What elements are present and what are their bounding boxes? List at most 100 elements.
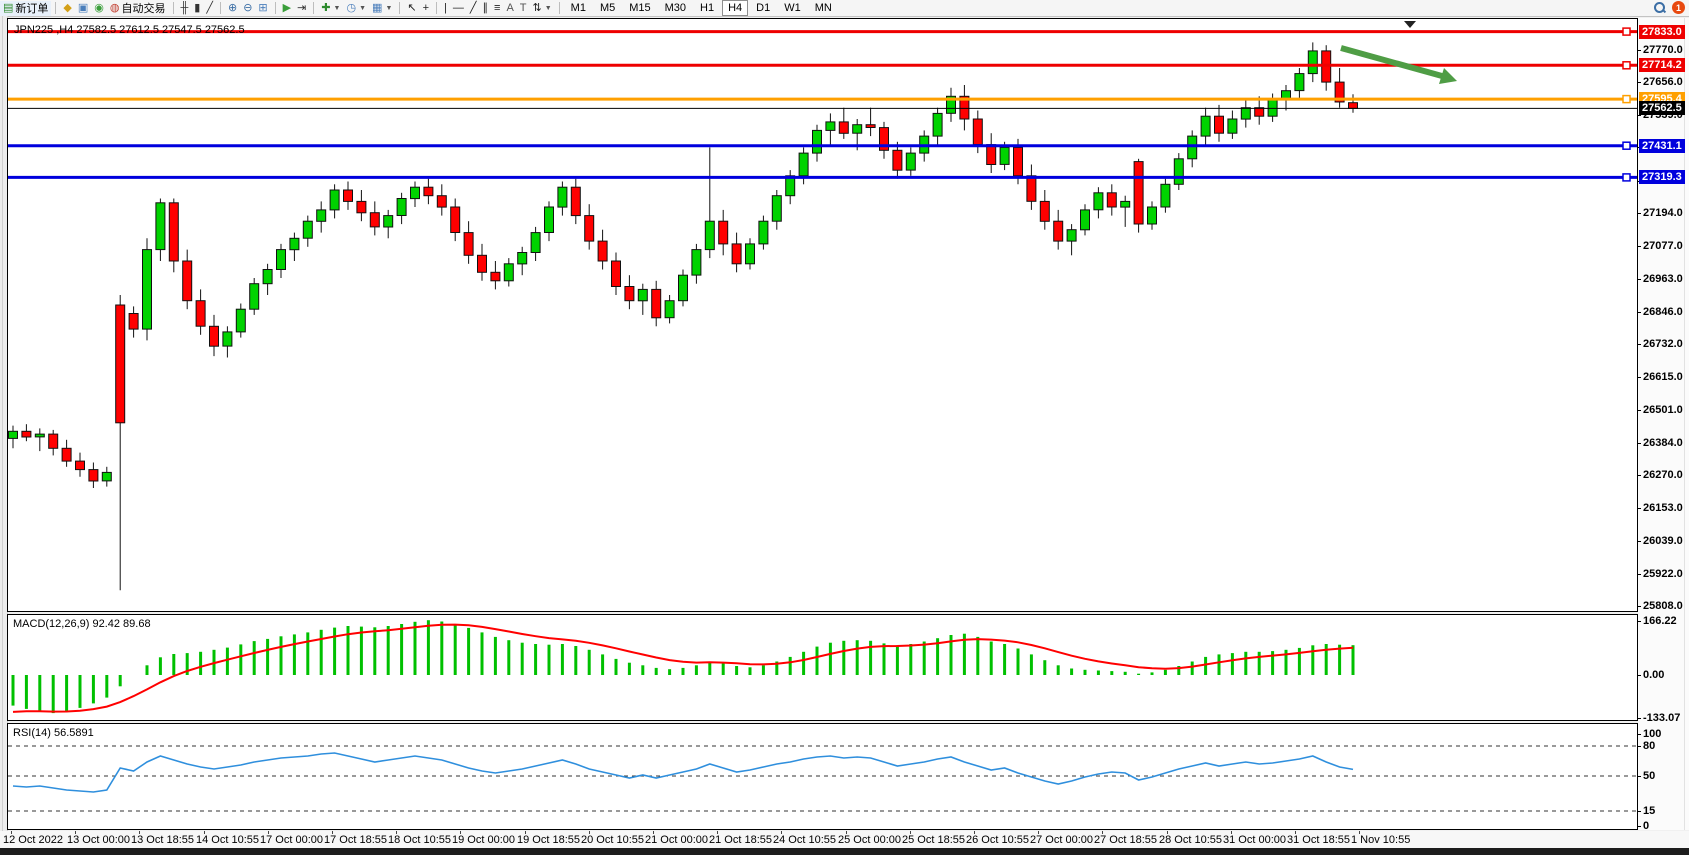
rsi-chart[interactable]: RSI(14) 56.5891 <box>8 724 1637 829</box>
text-button[interactable]: A <box>503 1 516 16</box>
time-tickmark <box>204 831 205 834</box>
time-tick-label: 13 Oct 18:55 <box>131 834 194 846</box>
price-chart-panel[interactable]: JPN225 ,H4 27582.5 27612.5 27547.5 27562… <box>7 18 1638 612</box>
timeframe-button-mn[interactable]: MN <box>814 2 832 14</box>
timeframe-button-h1[interactable]: H1 <box>700 2 715 14</box>
zoom-out-icon: ⊖ <box>243 1 253 14</box>
time-tick-label: 21 Oct 18:55 <box>709 834 772 846</box>
toolbar-separator <box>313 2 315 14</box>
time-tickmark <box>1295 831 1296 834</box>
timeframe-button-m30[interactable]: M30 <box>664 2 687 14</box>
time-tickmark <box>589 831 590 834</box>
signals-icon: ◉ <box>94 1 104 14</box>
time-tick-label: 17 Oct 00:00 <box>260 834 323 846</box>
market-depth-icon: ◆ <box>63 1 72 14</box>
horizontal-line-icon: — <box>452 1 464 14</box>
indicators-button[interactable]: ✚ ▼ <box>318 1 343 16</box>
time-tick-label: 12 Oct 2022 <box>3 834 63 846</box>
chart-shift-button[interactable]: ⇥ <box>294 1 309 16</box>
text-icon: A <box>506 1 514 14</box>
auto-trading-button[interactable]: ◍ 自动交易 <box>107 1 169 16</box>
price-tick-label: 27656.0 <box>1643 76 1683 88</box>
status-bar-edge <box>0 848 1689 855</box>
zoom-in-icon: ⊕ <box>227 1 238 14</box>
price-tickmark <box>1637 50 1641 51</box>
time-tickmark <box>781 831 782 834</box>
price-level-badge: 27431.1 <box>1639 139 1685 153</box>
toolbar-separator <box>436 2 438 14</box>
price-tick-label: 26963.0 <box>1643 273 1683 285</box>
chart-shift-marker-icon[interactable] <box>1404 21 1416 28</box>
timeframe-button-m1[interactable]: M1 <box>570 2 586 14</box>
arrows-button[interactable]: ⇅ ▼ <box>530 1 555 16</box>
macd-chart[interactable]: MACD(12,26,9) 92.42 89.68 <box>8 615 1637 720</box>
zoom-in-button[interactable]: ⊕ <box>225 1 240 16</box>
trend-arrow-annotation[interactable] <box>1340 45 1457 84</box>
auto-scroll-button[interactable]: ▶ <box>280 1 294 16</box>
vertical-line-button[interactable]: | <box>441 1 450 16</box>
indicators-icon: ✚ <box>321 1 331 14</box>
price-tick-label: 25922.0 <box>1643 568 1683 580</box>
tile-windows-button[interactable]: ⊞ <box>255 1 270 16</box>
price-tickmark <box>1637 213 1641 214</box>
rsi-tick-label: 0 <box>1643 820 1650 832</box>
macd-indicator-panel[interactable]: MACD(12,26,9) 92.42 89.68 <box>7 614 1638 721</box>
text-label-button[interactable]: T <box>517 1 530 16</box>
market-depth-button[interactable]: ◆ <box>60 1 74 16</box>
candlestick-chart[interactable]: JPN225 ,H4 27582.5 27612.5 27547.5 27562… <box>8 19 1637 611</box>
chevron-down-icon[interactable]: ▼ <box>333 4 341 12</box>
rsi-indicator-panel[interactable]: RSI(14) 56.5891 <box>7 723 1638 830</box>
crosshair-button[interactable]: + <box>420 1 432 16</box>
chevron-down-icon[interactable]: ▼ <box>359 4 367 12</box>
rsi-tickmark <box>1637 734 1641 735</box>
price-tick-label: 26615.0 <box>1643 371 1683 383</box>
price-tickmark <box>1637 574 1641 575</box>
periods-button[interactable]: ◷ ▼ <box>343 1 369 16</box>
price-tick-label: 26501.0 <box>1643 404 1683 416</box>
time-tickmark <box>139 831 140 834</box>
horizontal-line-button[interactable]: — <box>450 1 467 16</box>
timeframe-button-w1[interactable]: W1 <box>784 2 801 14</box>
templates-icon: ▦ <box>372 1 383 14</box>
signals-button[interactable]: ◉ <box>91 1 107 16</box>
trend-line-button[interactable]: ╱ <box>467 1 480 16</box>
line-chart-button[interactable]: ╱ <box>203 1 216 16</box>
price-tick-label: 27077.0 <box>1643 240 1683 252</box>
macd-tickmark <box>1637 675 1641 676</box>
chevron-down-icon[interactable]: ▼ <box>385 4 393 12</box>
time-tick-label: 17 Oct 18:55 <box>324 834 387 846</box>
macd-tick-label: 166.22 <box>1643 615 1677 627</box>
fibonacci-button[interactable]: ≡ <box>491 1 503 16</box>
price-tick-label: 26732.0 <box>1643 338 1683 350</box>
templates-button[interactable]: ▦ ▼ <box>369 1 395 16</box>
price-tickmark <box>1637 410 1641 411</box>
time-tickmark <box>1038 831 1039 834</box>
new-order-button[interactable]: ▤ 新订单 <box>0 0 52 16</box>
candlestick-chart-button[interactable]: ▮ <box>191 1 203 16</box>
market-watch-button[interactable]: ▣ <box>75 1 91 16</box>
bar-chart-button[interactable]: ╫ <box>178 1 192 16</box>
zoom-out-button[interactable]: ⊖ <box>240 1 255 16</box>
notifications-icon[interactable]: 1 <box>1672 1 1685 14</box>
time-tick-label: 13 Oct 00:00 <box>67 834 130 846</box>
toolbar-separator <box>558 2 560 14</box>
rsi-label: RSI(14) 56.5891 <box>13 727 94 739</box>
equidistant-channel-button[interactable]: ∥ <box>480 1 492 16</box>
search-icon[interactable] <box>1653 1 1666 14</box>
chevron-down-icon[interactable]: ▼ <box>544 4 552 12</box>
price-level-badge: 27714.2 <box>1639 58 1685 72</box>
price-tickmark <box>1637 279 1641 280</box>
auto-trading-button-label: 自动交易 <box>121 3 166 15</box>
price-tick-label: 27194.0 <box>1643 207 1683 219</box>
cursor-button[interactable]: ↖ <box>404 1 419 16</box>
time-tick-label: 20 Oct 10:55 <box>581 834 644 846</box>
timeframe-button-m15[interactable]: M15 <box>629 2 651 14</box>
toolbar-separator <box>399 2 401 14</box>
bar-chart-icon: ╫ <box>180 1 189 14</box>
timeframe-button-d1[interactable]: D1 <box>756 2 771 14</box>
time-tickmark <box>460 831 461 834</box>
timeframe-button-h4[interactable]: H4 <box>722 0 749 16</box>
price-tickmark <box>1637 377 1641 378</box>
time-tickmark <box>332 831 333 834</box>
timeframe-button-m5[interactable]: M5 <box>599 2 616 14</box>
